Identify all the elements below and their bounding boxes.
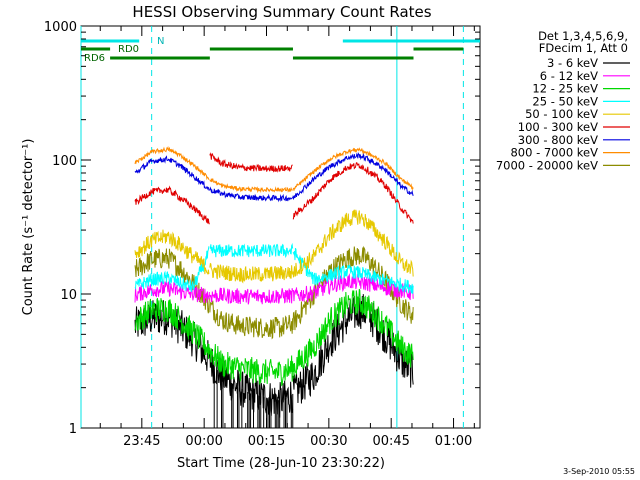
x-tick-label: 00:45	[372, 434, 409, 449]
legend-label: 300 - 800 keV	[518, 133, 598, 147]
legend-label: 50 - 100 keV	[525, 107, 598, 121]
series-3	[134, 242, 414, 294]
series-line	[134, 298, 210, 360]
y-tick-label: 10	[60, 288, 77, 303]
series-line	[134, 229, 210, 276]
series-line	[209, 349, 294, 418]
series-line	[134, 280, 210, 304]
legend-label: 7000 - 20000 keV	[496, 158, 598, 172]
y-axis-label: Count Rate (s⁻¹ detector⁻¹)	[21, 139, 36, 316]
series-line	[134, 246, 210, 292]
series-line	[292, 273, 414, 303]
series-line	[292, 247, 414, 294]
x-tick-label: 01:00	[435, 434, 472, 449]
legend-label: 800 - 7000 keV	[510, 146, 598, 160]
series-2	[134, 288, 414, 387]
series-line	[209, 262, 294, 284]
series-line	[134, 145, 210, 181]
y-axis: 1 10 100 1000	[44, 20, 480, 437]
legend-label: 3 - 6 keV	[547, 56, 598, 70]
legend-label: 100 - 300 keV	[518, 120, 598, 134]
series-line	[292, 147, 414, 191]
series-5	[134, 152, 414, 225]
footer-date: 3-Sep-2010 05:55	[563, 467, 635, 476]
series-line	[292, 245, 414, 331]
x-tick-label: 00:00	[185, 434, 222, 449]
x-axis: 23:45 00:00 00:15 00:30 00:45 01:00	[99, 26, 475, 449]
y-tick-label: 1000	[44, 20, 77, 35]
x-tick-label: 23:45	[123, 434, 160, 449]
series-line	[209, 178, 294, 194]
series-line	[292, 161, 414, 224]
x-tick-label: 00:30	[310, 434, 347, 449]
y-tick-label: 100	[52, 154, 77, 169]
chart-title: HESSI Observing Summary Count Rates	[132, 3, 431, 21]
legend-label: 25 - 50 keV	[532, 94, 598, 108]
series-0	[134, 294, 414, 428]
series-line	[292, 288, 414, 379]
flag-label-rd0: RD0	[118, 44, 139, 55]
series-line	[209, 300, 294, 340]
series-line	[292, 294, 414, 404]
series-line	[209, 343, 294, 387]
legend-header: Det 1,3,4,5,6,9,	[538, 29, 628, 43]
series-line	[134, 155, 210, 191]
legend-header: FDecim 1, Att 0	[539, 41, 628, 55]
series-4	[134, 209, 414, 284]
series-line	[134, 185, 210, 225]
x-axis-label: Start Time (28-Jun-10 23:30:22)	[177, 456, 385, 471]
series-7	[134, 145, 414, 194]
series-6	[134, 152, 414, 203]
series-line	[209, 287, 294, 305]
x-tick-label: 00:15	[248, 434, 285, 449]
y-tick-label: 1	[69, 422, 77, 437]
series-line	[209, 186, 294, 203]
series-layer	[134, 145, 414, 428]
flag-bars: N RD0 RD6	[80, 26, 480, 428]
series-line	[209, 242, 294, 259]
series-1	[134, 273, 414, 305]
flag-label-n: N	[157, 36, 164, 47]
series-line	[209, 152, 293, 173]
series-line	[134, 300, 210, 371]
series-line	[292, 209, 414, 278]
series-line	[292, 152, 414, 201]
legend-label: 12 - 25 keV	[532, 82, 598, 96]
flag-label-rd6: RD6	[84, 53, 105, 64]
legend: Det 1,3,4,5,6,9,FDecim 1, Att 03 - 6 keV…	[496, 29, 630, 172]
legend-label: 6 - 12 keV	[540, 69, 598, 83]
